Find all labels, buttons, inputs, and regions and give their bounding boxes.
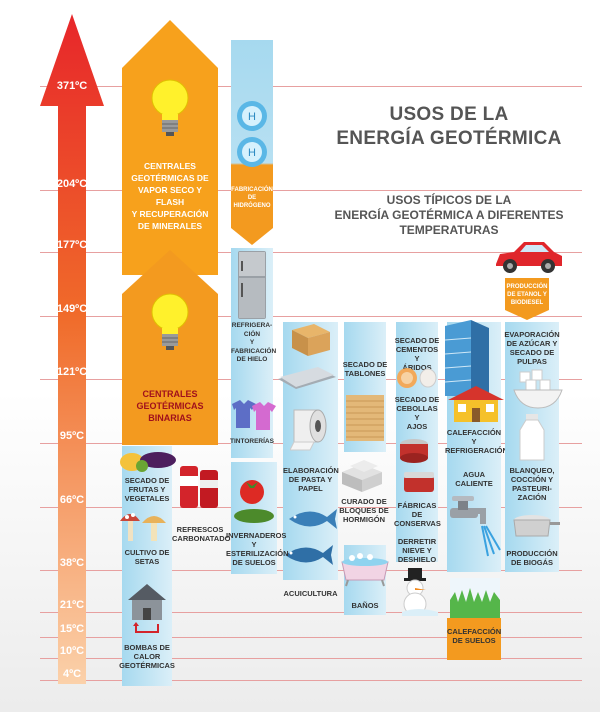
concrete-blocks-icon bbox=[340, 458, 384, 499]
temp-label-66: 66ºC bbox=[59, 494, 85, 506]
clothes-icon bbox=[230, 398, 276, 437]
cardboard-box-icon bbox=[288, 320, 332, 363]
refrigeration-label: REFRIGERA- CIÓN Y FABRICACIÓN DE HIELO bbox=[231, 322, 277, 363]
dry-cleaning-label: TINTORERÍAS bbox=[230, 438, 274, 445]
pot-icon bbox=[510, 512, 560, 545]
temp-label-149: 149ºC bbox=[56, 303, 88, 315]
heating-label: CALEFACCIÓN Y REFRIGERACIÓN bbox=[445, 428, 508, 455]
temp-label-371: 371ºC bbox=[56, 80, 88, 92]
faucet-icon bbox=[446, 494, 506, 567]
binary-plants-label: CENTRALES GEOTÉRMICAS BINARIAS bbox=[136, 389, 204, 423]
temp-label-10: 10ºC bbox=[59, 645, 85, 657]
snowman-icon bbox=[398, 568, 440, 621]
hydrogen-molecule-icon: H H bbox=[234, 98, 270, 177]
cans-icon bbox=[398, 436, 438, 501]
milk-bottle-icon bbox=[517, 414, 547, 467]
refrigerator-icon bbox=[238, 251, 266, 324]
heat-pump-label: BOMBAS DE CALOR GEOTÉRMICAS bbox=[119, 643, 175, 670]
hot-water-label: AGUA CALIENTE bbox=[455, 470, 493, 488]
mushroom-icon bbox=[118, 505, 168, 550]
temp-label-4: 4ºC bbox=[62, 668, 82, 680]
vegetables-label: SECADO DE FRUTAS Y VEGETALES bbox=[124, 476, 170, 503]
canning-label: FÁBRICAS DE CONSERVAS bbox=[394, 501, 441, 528]
temp-label-177: 177ºC bbox=[56, 239, 88, 251]
lightbulb-icon bbox=[150, 78, 190, 153]
paper-label: ELABORACIÓN DE PASTA Y PAPEL bbox=[283, 466, 339, 493]
bathtub-icon bbox=[338, 548, 392, 593]
soft-drinks-label: REFRESCOS CARBONATADOS bbox=[172, 525, 236, 543]
vapor-plants-label: CENTRALES GEOTÉRMICAS DE VAPOR SECO Y FLAS… bbox=[131, 161, 209, 231]
temp-label-38: 38ºC bbox=[59, 557, 85, 569]
onion-garlic-icon bbox=[396, 364, 438, 395]
floor-heating-label: CALEFACCIÓN DE SUELOS bbox=[447, 627, 502, 645]
tomato-icon bbox=[232, 478, 276, 533]
hydrogen-symbol: H bbox=[248, 147, 256, 159]
ethanol-box bbox=[505, 278, 549, 320]
soda-cans-icon bbox=[178, 462, 222, 517]
bleaching-label: BLANQUEO, COCCIÓN Y PASTEURI- ZACIÓN bbox=[509, 466, 555, 502]
house-icon bbox=[446, 384, 506, 429]
planks-icon bbox=[346, 395, 384, 446]
ethanol-label: PRODUCCIÓN DE ETANOL Y BIODIESEL bbox=[506, 284, 548, 306]
paper-roll-icon bbox=[289, 404, 330, 457]
biogas-label: PRODUCCIÓN DE BIOGÁS bbox=[506, 549, 558, 567]
mushrooms-label: CULTIVO DE SETAS bbox=[124, 548, 170, 566]
temp-label-15: 15ºC bbox=[59, 623, 85, 635]
paper-column bbox=[283, 322, 338, 580]
temperature-arrow bbox=[40, 14, 104, 684]
heat-pump-house-icon bbox=[126, 582, 168, 639]
main-title: USOS DE LA ENERGÍA GEOTÉRMICA bbox=[336, 104, 562, 149]
planks-label: SECADO DE TABLONES bbox=[342, 360, 388, 378]
paper-sheets-icon bbox=[278, 367, 336, 396]
greenhouse-label: INVERNADEROS Y ESTERILIZACIÓN DE SUELOS bbox=[226, 531, 289, 567]
vapor-power-plant-arrow bbox=[122, 20, 218, 275]
hydrogen-symbol: H bbox=[248, 111, 256, 123]
aquaculture-label: ACUICULTURA bbox=[283, 589, 338, 598]
subtitle: USOS TÍPICOS DE LA ENERGÍA GEOTÉRMICA A D… bbox=[334, 193, 564, 237]
sugar-bowl-icon bbox=[510, 368, 566, 417]
temp-label-21: 21ºC bbox=[59, 599, 85, 611]
grass-icon bbox=[450, 578, 500, 623]
car-icon bbox=[494, 240, 564, 281]
lightbulb-icon bbox=[150, 292, 190, 367]
concrete-label: CURADO DE BLOQUES DE HORMIGÓN bbox=[339, 497, 389, 524]
temp-label-121: 121ºC bbox=[56, 366, 88, 378]
vegetables-icon bbox=[118, 448, 178, 479]
hydrogen-label: FABRICACIÓN DE HIDRÓGENO bbox=[231, 187, 273, 209]
sugar-label: EVAPORACIÓN DE AZÚCAR Y SECADO DE PULPAS bbox=[504, 330, 560, 366]
snow-melt-label: DERRETIR NIEVE Y DESHIELO bbox=[397, 537, 437, 564]
fish-icon bbox=[285, 503, 337, 578]
temp-label-95: 95ºC bbox=[59, 430, 85, 442]
cement-label: SECADO DE CEMENTOS Y ÁRIDOS bbox=[394, 336, 440, 372]
floor-heating-box bbox=[447, 618, 501, 660]
building-icon bbox=[444, 320, 489, 401]
baths-label: BAÑOS bbox=[351, 601, 379, 610]
onions-label: SECADO DE CEBOLLAS Y AJOS bbox=[394, 395, 440, 431]
temp-label-204: 204ºC bbox=[56, 178, 88, 190]
